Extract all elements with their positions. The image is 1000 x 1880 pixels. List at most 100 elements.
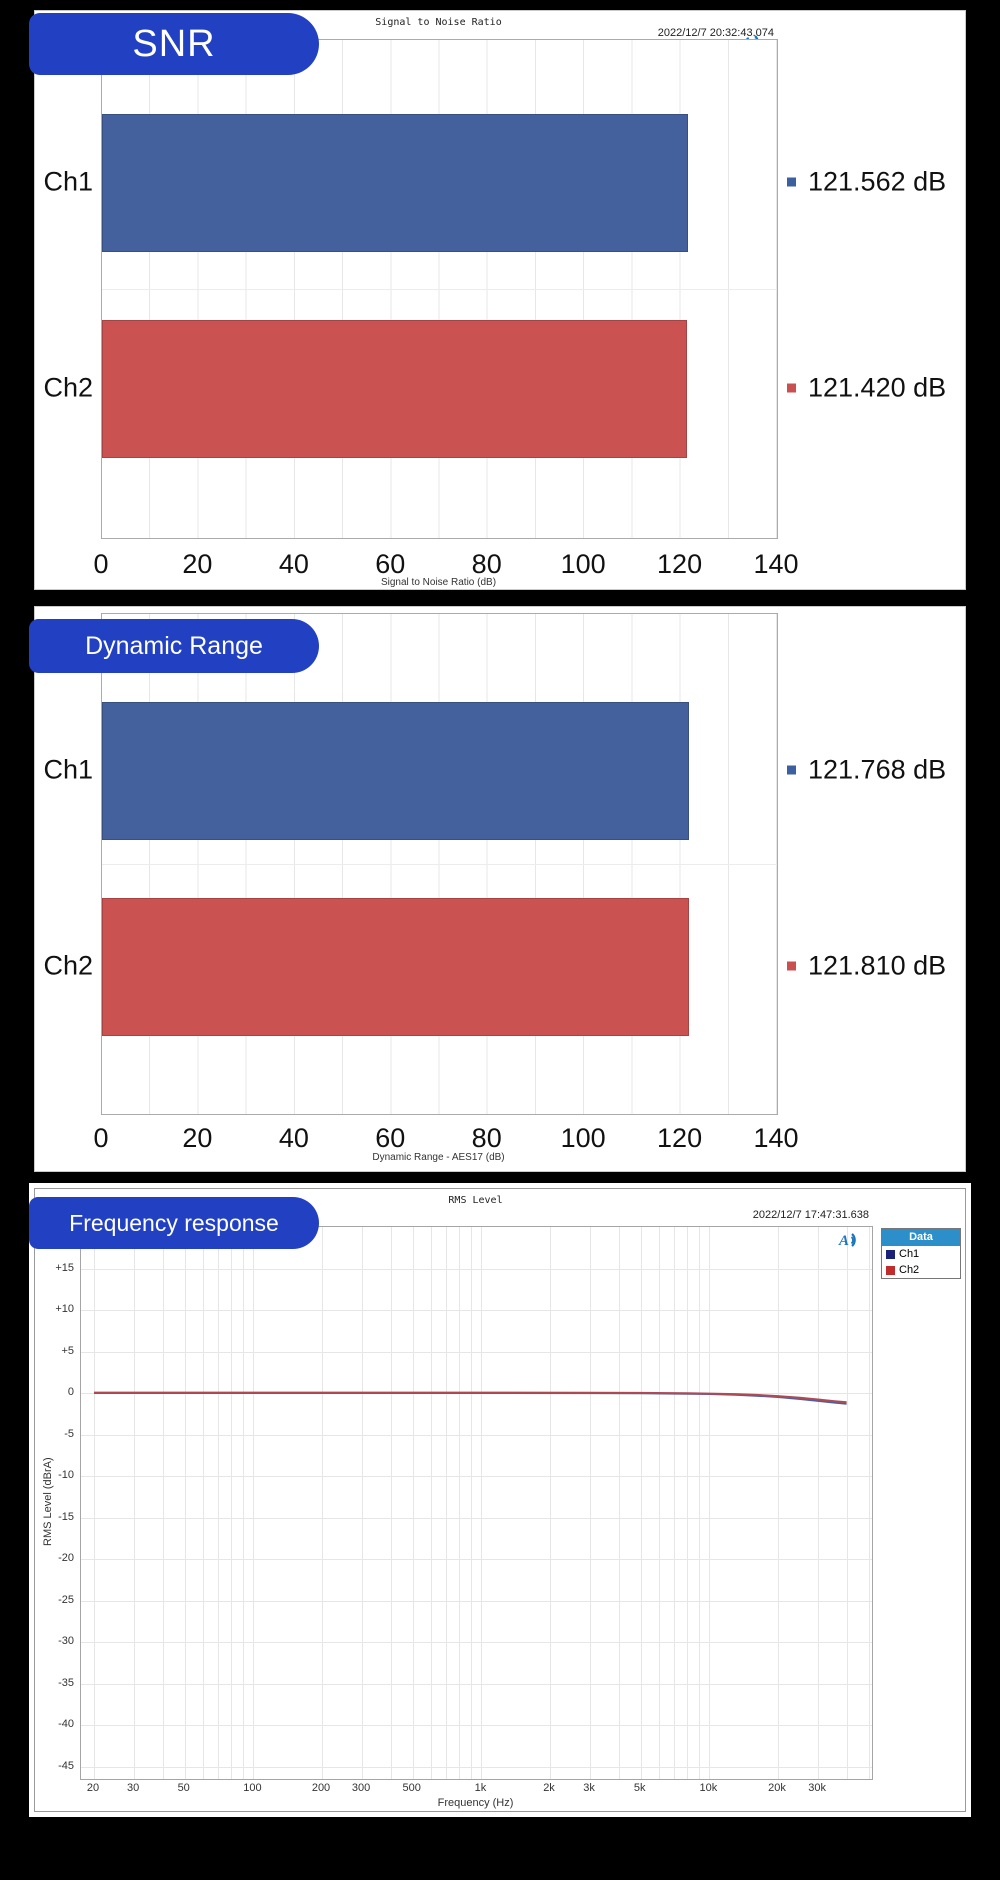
gridline — [81, 1310, 872, 1311]
legend-item-ch1: Ch1 — [882, 1246, 960, 1262]
gridline — [81, 1642, 872, 1643]
gridline — [81, 1434, 872, 1436]
y-tick-label: 0 — [67, 1386, 74, 1398]
x-tick-label: 100 — [560, 1123, 606, 1153]
x-tick-label: 60 — [375, 549, 406, 579]
x-tick-label: 140 — [753, 1123, 799, 1153]
legend-ch1-swatch-icon — [886, 1249, 895, 1259]
y-tick-label: -45 — [58, 1759, 74, 1772]
x-tick-label: 120 — [657, 549, 703, 579]
gridline — [412, 1227, 414, 1779]
gridline — [81, 1725, 872, 1726]
x-tick-label: 500 — [402, 1782, 421, 1794]
gridline — [242, 1227, 244, 1779]
y-tick-label: -30 — [58, 1635, 74, 1647]
x-axis-ticks: 0 20 40 60 80 100 120 140 — [93, 1123, 798, 1153]
legend-ch1-label: Ch1 — [899, 1248, 920, 1260]
ch2-value: 121.810 dB — [808, 950, 947, 981]
x-axis-ticks: 20 30 50 100 200 300 500 1k 2k 3k 5k 10k 20k 30k — [80, 1782, 871, 1798]
frequency-response-panel: Frequency response RMS Level 2022/12/7 1… — [29, 1188, 966, 1812]
gridline — [550, 1227, 551, 1779]
gridline — [322, 1227, 323, 1779]
gridline — [459, 1227, 461, 1779]
x-tick-label: 100 — [243, 1782, 262, 1794]
response-traces — [94, 1391, 847, 1405]
gridline — [184, 1227, 186, 1779]
gridline — [674, 1227, 675, 1779]
y-tick-label: +5 — [61, 1344, 74, 1357]
value-row-ch2: 121.810 dB — [787, 951, 946, 982]
ch1-value: 121.768 dB — [808, 754, 947, 785]
gridline — [218, 1227, 219, 1779]
x-tick-label: 0 — [93, 1123, 109, 1153]
ch1-value: 121.562 dB — [808, 166, 947, 197]
x-tick-label: 40 — [278, 549, 309, 579]
gridline — [818, 1227, 820, 1779]
x-tick-label: 50 — [177, 1782, 190, 1794]
snr-badge: SNR — [29, 13, 319, 75]
bar-ch2 — [102, 320, 688, 458]
x-tick-label: 300 — [351, 1782, 371, 1794]
ch2-value: 121.420 dB — [808, 372, 947, 403]
grid — [81, 1227, 872, 1779]
dynamic-range-badge: Dynamic Range — [29, 619, 319, 673]
legend-item-ch2: Ch2 — [882, 1262, 960, 1278]
gridline — [253, 1227, 255, 1779]
x-tick-label: 20k — [768, 1782, 786, 1794]
x-tick-label: 100 — [560, 549, 606, 579]
bar-ch1 — [102, 114, 689, 252]
chart-title: Signal to Noise Ratio — [375, 17, 502, 28]
x-tick-label: 20 — [182, 1123, 213, 1153]
y-tick-label: -40 — [58, 1718, 74, 1730]
y-tick-label: -20 — [58, 1552, 74, 1564]
svg-text:A: A — [838, 1233, 849, 1249]
x-tick-label: 200 — [311, 1782, 331, 1794]
dynamic-range-panel: Dynamic Range A Ch1 Ch2 121.768 dB 121.8… — [29, 606, 966, 1172]
value-row-ch2: 121.420 dB — [787, 373, 946, 404]
x-tick-label: 3k — [583, 1782, 595, 1794]
x-tick-label: 10k — [699, 1782, 718, 1794]
x-tick-label: 140 — [753, 549, 799, 579]
x-tick-label: 20 — [182, 549, 213, 579]
legend: Data Ch1 Ch2 — [881, 1228, 961, 1279]
snr-panel: SNR Signal to Noise Ratio 2022/12/7 20:3… — [29, 10, 966, 590]
gridline — [687, 1227, 689, 1779]
y-tick-label: -25 — [58, 1593, 74, 1606]
x-axis-ticks: 0 20 40 60 80 100 120 140 — [93, 549, 798, 579]
legend-ch2-label: Ch2 — [899, 1264, 920, 1276]
x-tick-label: 0 — [93, 549, 109, 579]
gridline — [81, 1559, 872, 1560]
gridline — [81, 1766, 872, 1768]
snr-badge-label: SNR — [132, 22, 216, 65]
plot-area: A — [80, 1226, 873, 1780]
gridline — [846, 1227, 848, 1779]
gridline — [618, 1227, 620, 1779]
x-tick-label: 40 — [278, 1123, 309, 1153]
gridline — [81, 1351, 872, 1353]
x-axis-title: Frequency (Hz) — [437, 1797, 514, 1809]
x-tick-label: 120 — [657, 1123, 703, 1153]
gridline — [481, 1227, 483, 1779]
gridline — [81, 1517, 872, 1519]
gridline — [698, 1227, 700, 1779]
gridline — [470, 1227, 472, 1779]
gridline — [868, 1227, 870, 1779]
timestamp: 2022/12/7 20:32:43.074 — [657, 27, 774, 39]
x-tick-label: 30 — [126, 1782, 140, 1794]
ch1-marker-icon — [787, 177, 796, 187]
gridline — [81, 1476, 872, 1477]
gridline — [231, 1227, 233, 1779]
gridline — [202, 1227, 204, 1779]
bar-ch1 — [102, 702, 690, 840]
x-axis-title: Dynamic Range - AES17 (dB) — [372, 1152, 505, 1163]
ch2-marker-icon — [787, 383, 796, 393]
category-label-ch2: Ch2 — [43, 372, 93, 403]
gridline — [134, 1227, 136, 1779]
gridline — [430, 1227, 432, 1779]
y-tick-label: +10 — [55, 1303, 74, 1315]
x-axis-title: Signal to Noise Ratio (dB) — [380, 577, 497, 588]
value-row-ch1: 121.768 dB — [787, 755, 946, 786]
plot-area — [101, 613, 778, 1115]
gridline — [81, 1683, 872, 1685]
x-tick-label: 20 — [86, 1782, 100, 1794]
